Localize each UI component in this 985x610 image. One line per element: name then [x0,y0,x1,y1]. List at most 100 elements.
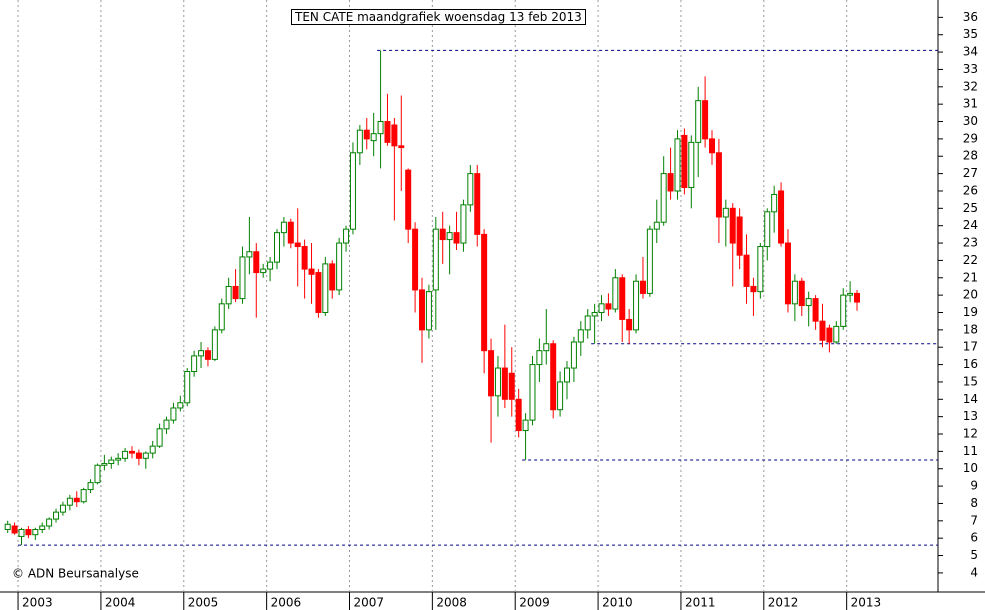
candle-body [494,367,501,397]
y-tick-label: 26 [963,183,978,197]
candle-body [674,138,681,192]
candle-body [591,311,598,317]
candle-body [570,341,577,369]
candle-body [405,169,412,230]
candle-body [729,207,736,244]
x-tick-label: 2013 [851,596,882,610]
candle-body [11,525,18,534]
candle-body [819,320,826,341]
candle-body [460,204,467,244]
candle-body [771,193,778,213]
candle-body [177,402,184,409]
candle-body [791,280,798,305]
x-tick-label: 2010 [602,596,633,610]
y-tick-label: 16 [963,357,978,371]
candle-body [557,381,564,411]
y-tick-label: 28 [963,149,978,163]
candle-body [584,315,591,331]
candle-body [474,173,481,235]
candle-body [743,254,750,287]
y-tick-label: 10 [963,461,978,475]
candle-body [336,242,343,291]
candle-body [612,277,619,310]
candle-body [149,445,156,454]
y-tick-label: 31 [963,97,978,111]
candle-body [260,268,267,274]
candle-body [626,318,633,331]
y-tick-label: 7 [970,513,978,527]
candle-body [515,398,522,432]
y-tick-label: 30 [963,114,978,128]
candle-body [619,277,626,320]
candle-body [501,367,508,400]
candle-body [156,428,163,447]
candle-body [232,285,239,300]
candle-body [128,450,135,454]
candle-body [101,463,108,466]
x-tick-label: 2004 [105,596,136,610]
y-tick-label: 25 [963,201,978,215]
x-tick-label: 2007 [353,596,384,610]
x-tick-label: 2011 [685,596,716,610]
candle-body [543,343,550,352]
candle-body [481,233,488,352]
candle-body [170,407,177,421]
candle-body [667,173,674,192]
candle-body [798,280,805,307]
candle-body [488,350,495,397]
y-tick-label: 18 [963,322,978,336]
y-tick-label: 6 [970,531,978,545]
candle-body [736,216,743,256]
candle-body [695,100,702,143]
candle-body [108,459,115,465]
candle-body [294,242,301,248]
candle-body [605,303,612,310]
candle-body [425,291,432,331]
candle-body [826,327,833,343]
candle-body [315,272,322,313]
candle-body [660,173,667,223]
candle-body [646,228,653,294]
candle-body [722,207,729,218]
candle-body [184,371,191,404]
candle-body [163,419,170,430]
candle-body [225,285,232,305]
candle-body [73,497,80,503]
candle-body [398,145,405,149]
candle-body [142,452,149,459]
candle-body [564,367,571,383]
candle-body [39,525,46,531]
candle-body [847,292,854,296]
candle-body [446,232,453,241]
candle-body [18,529,25,537]
y-tick-label: 35 [963,27,978,41]
candle-body [391,124,398,147]
candle-body [757,246,764,293]
y-tick-label: 15 [963,374,978,388]
candle-body [370,133,377,142]
candle-body [46,518,53,527]
y-tick-label: 34 [963,45,978,59]
y-tick-label: 27 [963,166,978,180]
x-tick-label: 2003 [22,596,53,610]
candle-body [577,329,584,343]
candle-body [32,529,39,536]
x-tick-label: 2005 [188,596,219,610]
candle-body [239,256,246,300]
y-tick-label: 8 [970,496,978,510]
candle-body [253,251,260,274]
candle-body [833,325,840,343]
y-tick-label: 5 [970,548,978,562]
y-tick-label: 32 [963,79,978,93]
candle-body [198,350,205,357]
y-tick-label: 33 [963,62,978,76]
candle-body [764,211,771,248]
x-tick-label: 2009 [519,596,550,610]
candle-body [343,228,350,244]
candle-body [53,511,60,520]
candle-body [598,303,605,313]
candle-body [702,100,709,140]
candle-body [688,141,695,188]
y-tick-label: 12 [963,427,978,441]
